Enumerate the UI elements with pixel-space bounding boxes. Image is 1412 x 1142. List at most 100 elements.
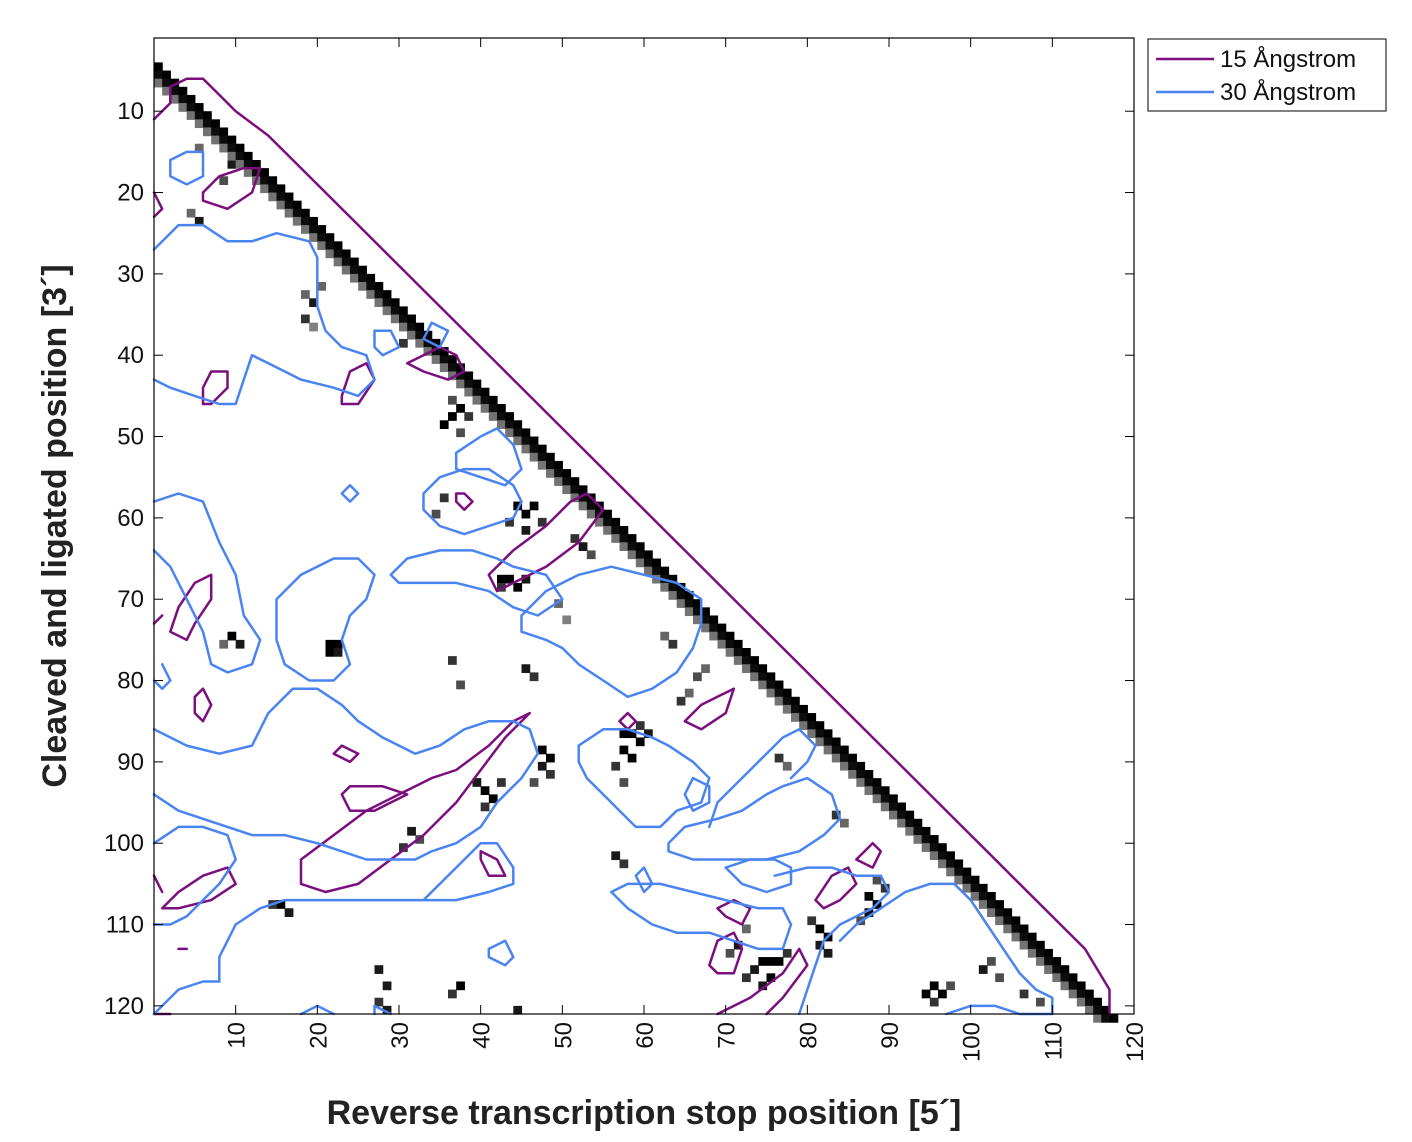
diagonal-cell: [554, 460, 563, 470]
diagonal-cell: [513, 420, 523, 429]
diagonal-cell: [782, 704, 792, 714]
diagonal-cell: [750, 664, 759, 673]
diagonal-cell: [864, 778, 874, 787]
contour-30-angstrom: [724, 858, 793, 894]
diagonal-cell: [333, 241, 343, 251]
diagonal-cell: [954, 875, 964, 885]
diagonal-cell: [684, 607, 694, 617]
x-axis-title: Reverse transcription stop position [5´]: [327, 1094, 962, 1132]
contour-30-angstrom: [667, 776, 842, 861]
diagonal-cell: [358, 273, 367, 283]
x-tick-label: 80: [795, 1022, 822, 1049]
diagonal-cell: [848, 761, 857, 771]
diagonal-cell: [774, 696, 784, 706]
heatmap-cell: [611, 761, 621, 771]
contour-15-angstrom: [193, 687, 213, 723]
diagonal-cell: [390, 314, 400, 324]
contour-15-angstrom: [152, 874, 164, 894]
diagonal-cell: [1093, 997, 1102, 1007]
heatmap-cell: [505, 574, 514, 584]
heatmap-cell: [529, 501, 539, 511]
diagonal-cell: [186, 103, 196, 112]
contour-30-angstrom: [520, 565, 703, 699]
contour-30-angstrom: [340, 484, 360, 503]
heatmap-cell: [619, 745, 629, 755]
y-tick-label: 110: [106, 912, 144, 939]
diagonal-cell: [799, 713, 808, 722]
diagonal-cell: [439, 347, 449, 356]
diagonal-cell: [235, 151, 245, 161]
heatmap-cell: [815, 924, 825, 934]
legend-label-15: 15 Ångstrom: [1220, 45, 1356, 73]
heatmap-cell: [317, 282, 327, 291]
diagonal-cell: [693, 607, 702, 617]
diagonal-cell: [954, 859, 964, 869]
y-tick-label: 50: [117, 424, 144, 451]
diagonal-cell: [350, 273, 359, 283]
diagonal-cell: [227, 143, 237, 153]
diagonal-cell: [382, 290, 392, 299]
diagonal-cell: [309, 233, 318, 242]
diagonal-cell: [693, 615, 702, 625]
heatmap-cell: [472, 778, 482, 787]
diagonal-cell: [872, 786, 882, 795]
diagonal-cell: [276, 200, 286, 210]
diagonal-cell: [268, 192, 278, 202]
heatmap-cell: [619, 729, 629, 739]
legend-box: [1147, 38, 1387, 112]
diagonal-cell: [627, 534, 637, 543]
diagonal-cell: [815, 721, 825, 730]
heatmap-cell: [995, 973, 1004, 983]
diagonal-cell: [725, 631, 735, 641]
diagonal-cell: [586, 509, 596, 519]
diagonal-cell: [742, 664, 751, 673]
heatmap-cell: [448, 395, 457, 405]
diagonal-cell: [962, 875, 972, 885]
contour-lines: [152, 77, 1111, 1016]
heatmap-cell: [374, 997, 384, 1007]
diagonal-cell: [366, 282, 376, 291]
diagonal-cell: [1060, 973, 1070, 983]
diagonal-cell: [660, 582, 670, 592]
contour-15-angstrom: [201, 166, 262, 211]
heatmap-cell: [807, 916, 817, 926]
diagonal-cell: [170, 78, 180, 88]
contour-30-angstrom: [169, 150, 205, 186]
contour-15-angstrom: [716, 947, 809, 1016]
heatmap-cell: [619, 778, 629, 787]
contour-15-angstrom: [479, 850, 507, 877]
diagonal-cell: [978, 900, 988, 909]
heatmap-cell: [448, 412, 457, 421]
y-tick-label: 10: [117, 98, 144, 125]
heatmap-cell: [513, 582, 523, 592]
diagonal-cell: [562, 477, 572, 486]
diagonal-cell: [562, 485, 572, 495]
diagonal-cell: [358, 265, 367, 275]
diagonal-cell: [1085, 989, 1094, 999]
diagonal-cell: [913, 826, 923, 836]
diagonal-cell: [627, 550, 637, 560]
diagonal-cell: [807, 713, 817, 722]
diagonal-cell: [766, 672, 776, 682]
x-tick-label: 30: [387, 1022, 414, 1049]
heatmap-cell: [497, 574, 506, 584]
diagonal-cell: [480, 387, 490, 397]
diagonal-cell: [611, 534, 621, 543]
contour-30-angstrom: [152, 223, 376, 406]
diagonal-cell: [178, 94, 188, 104]
diagonal-cell: [1052, 965, 1062, 974]
diagonal-cell: [619, 534, 629, 543]
diagonal-cell: [938, 851, 947, 861]
diagonal-cell: [390, 298, 400, 307]
heatmap-cell: [301, 314, 310, 324]
heatmap-cell: [938, 989, 947, 999]
heatmap-cell: [456, 404, 465, 413]
diagonal-cell: [350, 257, 359, 267]
diagonal-cell: [644, 558, 653, 568]
diagonal-cell: [921, 843, 931, 852]
contour-30-angstrom: [152, 492, 262, 674]
diagonal-cell: [260, 176, 269, 185]
y-tick-label: 30: [117, 261, 144, 288]
contour-15-angstrom: [618, 711, 638, 731]
diagonal-cell: [1052, 957, 1062, 966]
